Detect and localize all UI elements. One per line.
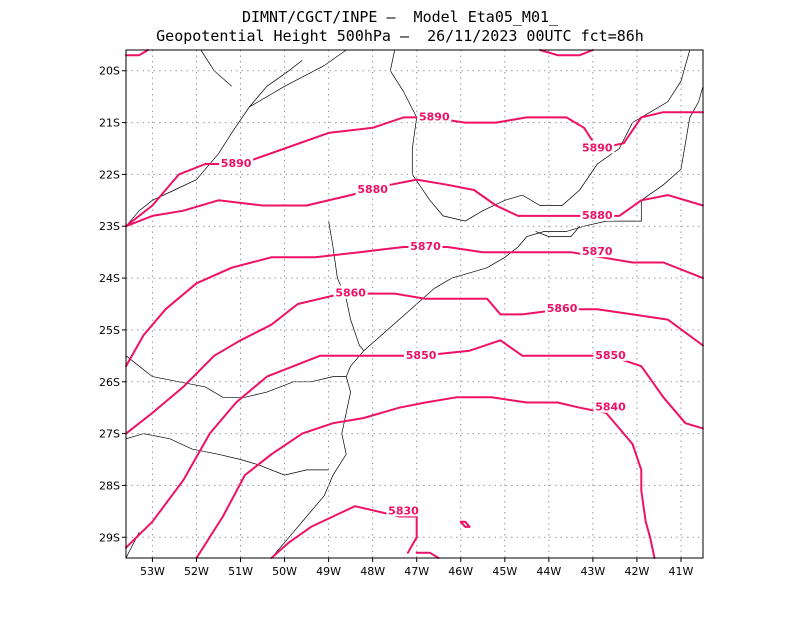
gridlines <box>126 50 703 558</box>
contour-5840 <box>195 396 656 559</box>
chart-title: DIMNT/CGCT/INPE – Model Eta05_M01_ <box>241 8 559 26</box>
lon-tick-label: 47W <box>404 565 429 578</box>
lon-tick-label: 42W <box>624 565 649 578</box>
contour-fragment <box>125 49 149 57</box>
contour-label-bg <box>355 181 390 195</box>
chart-subtitle: Geopotential Height 500hPa – 26/11/2023 … <box>156 27 644 45</box>
contour-fragment <box>415 551 440 559</box>
lat-tick-label: 20S <box>99 65 120 78</box>
lat-tick-label: 25S <box>99 324 120 337</box>
contour-label-5850: 5850 <box>595 349 626 362</box>
lat-tick-label: 21S <box>99 117 120 130</box>
contour-label-bg <box>593 399 628 413</box>
contour-5830 <box>270 505 418 559</box>
lat-tick-label: 28S <box>99 479 120 492</box>
contour-5890 <box>125 111 704 228</box>
lon-tick-label: 48W <box>360 565 385 578</box>
lon-tick-label: 49W <box>316 565 341 578</box>
lon-tick-label: 46W <box>448 565 473 578</box>
lon-tick-label: 52W <box>184 565 209 578</box>
lon-tick-label: 50W <box>272 565 297 578</box>
contour-label-5840: 5840 <box>595 401 626 414</box>
contour-label-bg <box>580 140 615 154</box>
contour-5880 <box>125 178 704 228</box>
coastline-5 <box>328 221 365 351</box>
lat-tick-label: 22S <box>99 168 120 181</box>
contour-label-bg <box>219 156 254 170</box>
coastline-3 <box>125 355 347 398</box>
contour-label-5860: 5860 <box>335 287 366 300</box>
lon-tick-label: 53W <box>140 565 165 578</box>
contour-label-5860: 5860 <box>547 302 578 315</box>
lon-tick-label: 44W <box>536 565 561 578</box>
contour-label-bg <box>417 109 452 123</box>
coastline-7 <box>200 49 232 87</box>
coastline-4 <box>125 433 329 476</box>
contour-label-5890: 5890 <box>419 110 450 123</box>
contour-label-bg <box>408 238 443 252</box>
contour-label-bg <box>545 301 580 315</box>
contour-label-bg <box>333 285 368 299</box>
coastline-9 <box>535 225 580 237</box>
coastline-8 <box>249 49 347 108</box>
contour-label-bg <box>580 244 615 258</box>
contour-fragment <box>459 520 471 528</box>
contour-label-5880: 5880 <box>582 209 613 222</box>
lat-tick-label: 26S <box>99 376 120 389</box>
contour-label-bg <box>580 207 615 221</box>
lon-tick-label: 43W <box>580 565 605 578</box>
contour-label-bg <box>404 347 439 361</box>
coastline-2 <box>125 60 303 227</box>
coastline-1 <box>271 86 704 559</box>
lon-tick-label: 45W <box>492 565 517 578</box>
contour-label-bg <box>593 347 628 361</box>
lon-tick-label: 51W <box>228 565 253 578</box>
lon-tick-label: 41W <box>669 565 694 578</box>
contour-5850 <box>125 339 704 549</box>
lat-tick-label: 27S <box>99 428 120 441</box>
contour-label-layer: 5890 5890 5890 5880 5880 5870 5870 5860 5860 5850… <box>219 109 628 517</box>
contour-5890 <box>539 49 594 57</box>
coastline-layer <box>125 49 704 559</box>
contour-layer <box>125 49 704 559</box>
contour-label-5890: 5890 <box>221 157 252 170</box>
lat-tick-label: 29S <box>99 531 120 544</box>
contour-label-5890: 5890 <box>582 141 613 154</box>
contour-label-5870: 5870 <box>410 240 441 253</box>
contour-label-5850: 5850 <box>406 349 437 362</box>
coastline-6 <box>389 49 691 222</box>
axis-ticks: 20S 21S 22S 23S 24S 25S 26S 27S 28S 29S 53W 52W 51W 5… <box>99 65 694 578</box>
contour-label-5870: 5870 <box>582 245 613 258</box>
contour-label-5830: 5830 <box>388 504 419 517</box>
lat-tick-label: 23S <box>99 220 120 233</box>
contour-label-5880: 5880 <box>357 183 388 196</box>
contour-label-bg <box>386 503 421 517</box>
plot-frame <box>125 49 704 559</box>
contour-5870 <box>125 246 704 368</box>
contour-5860 <box>125 292 704 435</box>
lat-tick-label: 24S <box>99 272 120 285</box>
